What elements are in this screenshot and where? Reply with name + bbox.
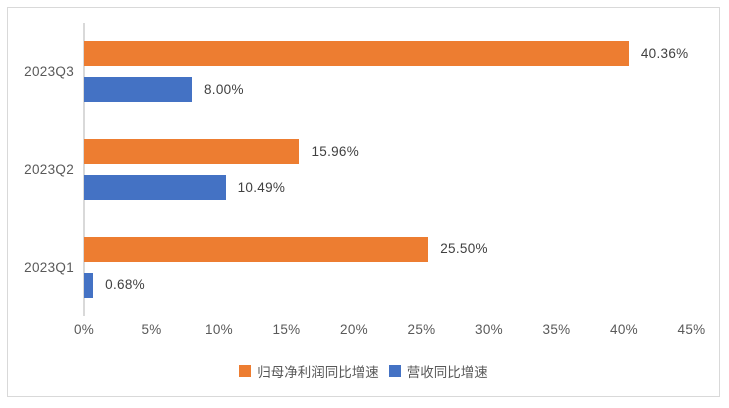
bar-series-0-2023Q3 — [84, 41, 629, 67]
legend-swatch-icon — [239, 365, 252, 377]
x-axis-tick-label: 25% — [407, 322, 436, 337]
bar-series-0-2023Q2 — [84, 139, 300, 164]
bar-value-label: 0.68% — [105, 277, 145, 293]
x-axis-tick-label: 40% — [610, 322, 638, 337]
bar-value-label: 25.50% — [440, 241, 488, 257]
x-axis-tick-label: 30% — [475, 322, 503, 337]
plot-area: 2023Q3 40.36% 8.00% 2023Q2 15.96% 10.49% 2023Q… — [8, 8, 719, 396]
category-label: 2023Q2 — [24, 161, 74, 177]
legend-swatch-icon — [388, 365, 401, 377]
bar-series-1-2023Q1 — [84, 272, 94, 298]
legend-label: 营收同比增速 — [406, 365, 488, 380]
legend-item-series-0: 归母净利润同比增速 — [239, 361, 379, 381]
x-axis-tick-label: 20% — [340, 322, 368, 337]
category-label: 2023Q1 — [24, 259, 74, 275]
x-axis-tick-label: 10% — [205, 322, 233, 337]
category-label: 2023Q3 — [24, 64, 74, 80]
bar-value-label: 15.96% — [311, 143, 360, 159]
bar-series-1-2023Q2 — [84, 175, 226, 200]
x-axis-tick-label: 35% — [542, 322, 571, 337]
bar-chart-card: 2023Q3 40.36% 8.00% 2023Q2 15.96% 10.49% 2023Q… — [7, 7, 720, 397]
x-axis-tick-label: 0% — [73, 322, 95, 337]
legend: 归母净利润同比增速 营收同比增速 — [8, 361, 719, 381]
bar-series-0-2023Q1 — [84, 236, 429, 262]
bar-value-label: 8.00% — [204, 81, 244, 97]
bar-value-label: 40.36% — [640, 45, 689, 61]
x-axis-tick-label: 45% — [677, 322, 706, 337]
x-axis-tick-label: 15% — [272, 322, 301, 337]
legend-item-series-1: 营收同比增速 — [388, 361, 488, 381]
bar-value-label: 10.49% — [237, 179, 286, 195]
y-axis-line — [83, 23, 85, 316]
x-axis-tick-label: 5% — [141, 322, 162, 337]
bar-series-1-2023Q3 — [84, 77, 192, 103]
legend-label: 归母净利润同比增速 — [257, 365, 379, 380]
